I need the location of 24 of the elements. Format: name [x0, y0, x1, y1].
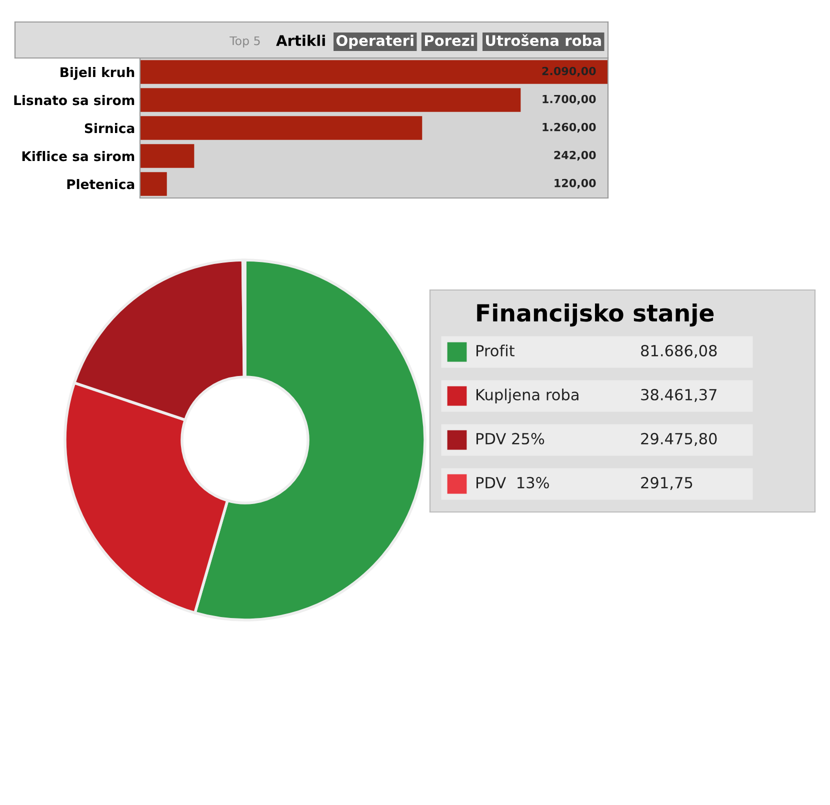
y-tick-label: Pletenica — [67, 178, 134, 190]
legend-label: Profit — [476, 344, 514, 356]
data-label: 29.475,80 — [641, 432, 717, 446]
y-tick-label: Lisnato sa sirom — [14, 94, 134, 106]
data-label: 120,00 — [554, 178, 596, 189]
text: Artikli — [276, 34, 325, 46]
legend-label: PDV 25% — [476, 432, 544, 444]
data-label: 2.090,00 — [542, 66, 596, 77]
data-label: 38.461,37 — [641, 388, 716, 402]
y-tick-label: Bijeli kruh — [60, 66, 134, 80]
text: Utrošena roba — [486, 34, 601, 46]
text: Financijsko stanje — [477, 303, 714, 327]
text: Porezi — [424, 34, 474, 46]
data-label: 291,75 — [641, 476, 692, 490]
y-tick-label: Kiflice sa sirom — [22, 150, 134, 162]
data-label: 1.700,00 — [542, 94, 596, 105]
data-label: 242,00 — [554, 150, 596, 161]
y-tick-label: Sirnica — [84, 122, 134, 134]
legend-label: PDV 13% — [476, 476, 549, 488]
legend-label: Kupljena roba — [476, 388, 578, 404]
data-label: 1.260,00 — [542, 122, 596, 133]
text: Operateri — [336, 34, 414, 49]
chart-title: Top 5 — [230, 36, 260, 48]
data-label: 81.686,08 — [641, 344, 717, 358]
